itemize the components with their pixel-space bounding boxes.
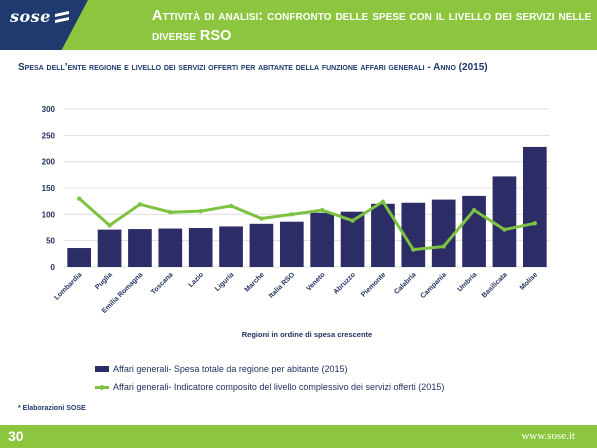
y-tick-label: 200 (42, 158, 56, 167)
bar (371, 203, 395, 267)
y-tick-label: 300 (42, 105, 56, 114)
y-tick-label: 50 (46, 237, 55, 246)
line-point (319, 207, 325, 213)
source-note: * Elaborazioni SOSE (18, 405, 86, 412)
y-tick-label: 100 (42, 210, 56, 219)
logo: sose (0, 0, 88, 50)
x-tick-label: Veneto (305, 271, 326, 292)
bar (249, 223, 274, 267)
x-tick-label: Marche (244, 271, 266, 293)
x-tick-label: Lombardia (53, 271, 83, 301)
bar (128, 229, 152, 267)
x-tick-label: Italia RSO (268, 271, 297, 300)
y-tick-label: 150 (42, 184, 56, 193)
y-tick-label: 0 (51, 263, 56, 272)
legend-line-swatch (95, 384, 109, 390)
x-tick-label: Molise (519, 271, 539, 291)
series-line (78, 197, 536, 252)
bar (431, 199, 456, 267)
legend-bar-swatch (95, 366, 109, 372)
line-point (76, 196, 82, 201)
bar (401, 202, 426, 267)
x-tick-label: Calabria (393, 271, 418, 296)
x-tick-label: Umbria (456, 271, 478, 293)
x-tick-label: Basilicata (481, 271, 509, 299)
x-tick-label: Abruzzo (333, 271, 357, 295)
slide-title: Attività di analisi: confronto delle spe… (152, 8, 592, 44)
x-axis-label: Regioni in ordine di spesa crescente (242, 330, 372, 339)
chart-subtitle: Spesa dell’ente regione e livello dei se… (18, 62, 488, 73)
bar (340, 211, 365, 267)
legend: Affari generali- Spesa totale da regione… (95, 360, 444, 396)
website-link[interactable]: www.sose.it (521, 430, 575, 442)
legend-item-bar: Affari generali- Spesa totale da regione… (95, 360, 444, 378)
x-tick-label: Liguria (214, 271, 236, 293)
bar (188, 228, 213, 267)
line-point (107, 223, 112, 228)
bar (219, 226, 243, 267)
bar (462, 195, 486, 267)
line-point (289, 212, 295, 217)
line-point (441, 244, 446, 249)
line-point (350, 218, 355, 223)
line-point (380, 199, 386, 204)
legend-bar-label: Affari generali- Spesa totale da regione… (113, 364, 348, 374)
y-tick-label: 250 (42, 131, 56, 140)
bar (522, 146, 547, 267)
line-point (411, 247, 416, 252)
bar (67, 248, 92, 267)
line-point (502, 227, 507, 232)
line-point (198, 208, 203, 214)
bar (310, 212, 335, 267)
x-tick-label: Puglia (94, 271, 114, 291)
line-point (137, 202, 143, 207)
line-point (168, 210, 173, 215)
line-point (471, 207, 477, 213)
bar (97, 229, 122, 267)
bar (158, 228, 183, 267)
x-tick-label: Toscana (150, 271, 175, 296)
line-point (532, 221, 538, 226)
slide-footer: 30 www.sose.it (0, 425, 597, 448)
logo-text: sose (10, 7, 51, 26)
bar (279, 221, 304, 267)
page-number: 30 (8, 428, 24, 444)
x-tick-label: Lazio (188, 271, 206, 289)
line-point (259, 216, 264, 221)
x-tick-label: Campania (419, 271, 448, 300)
legend-item-line: Affari generali- Indicatore composito de… (95, 378, 444, 396)
logo-mark-icon (55, 11, 69, 23)
line-point (228, 203, 234, 209)
slide-header: sose Attività di analisi: confronto dell… (0, 0, 597, 50)
x-tick-label: Piemonte (360, 271, 387, 298)
legend-line-label: Affari generali- Indicatore composito de… (113, 382, 445, 392)
bar (492, 176, 517, 267)
